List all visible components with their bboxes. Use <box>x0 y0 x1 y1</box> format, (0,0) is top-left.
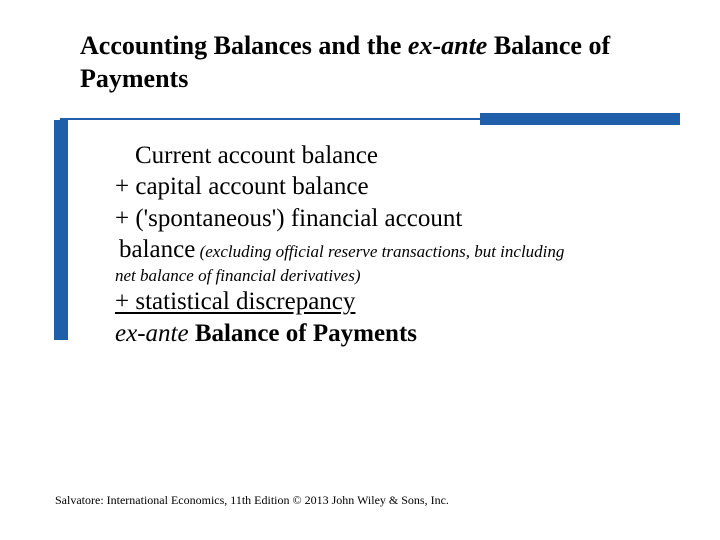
footer-text: Salvatore: International Economics, 11th… <box>55 493 449 508</box>
slide: Accounting Balances and the ex-ante Bala… <box>0 0 720 540</box>
body-line-5-italic: ex-ante <box>115 320 189 347</box>
body-line-4-underline: + statistical discrepancy <box>115 288 355 315</box>
body-line-3b: balance (excluding official reserve tran… <box>115 234 675 265</box>
body-line-1: Current account balance <box>115 140 675 171</box>
body-line-2: + capital account balance <box>115 171 675 202</box>
body-line-4: + statistical discrepancy <box>115 286 675 317</box>
body-line-3b-small: (excluding official reserve transactions… <box>195 242 564 261</box>
body-line-1-text: Current account balance <box>115 140 378 171</box>
body-text: Current account balance + capital accoun… <box>115 140 675 349</box>
body-line-5: ex-ante Balance of Payments <box>115 318 675 349</box>
slide-title: Accounting Balances and the ex-ante Bala… <box>80 30 660 95</box>
accent-side-block <box>54 120 68 340</box>
accent-rule <box>60 113 680 127</box>
body-line-3b-word: balance <box>115 236 195 263</box>
body-line-5-bold: Balance of Payments <box>189 320 417 347</box>
body-line-3a: + ('spontaneous') financial account <box>115 203 675 234</box>
title-italic: ex-ante <box>408 31 487 60</box>
title-prefix: Accounting Balances and the <box>80 31 408 60</box>
body-line-3c: net balance of financial derivatives) <box>115 265 675 286</box>
accent-rule-block <box>480 113 680 125</box>
